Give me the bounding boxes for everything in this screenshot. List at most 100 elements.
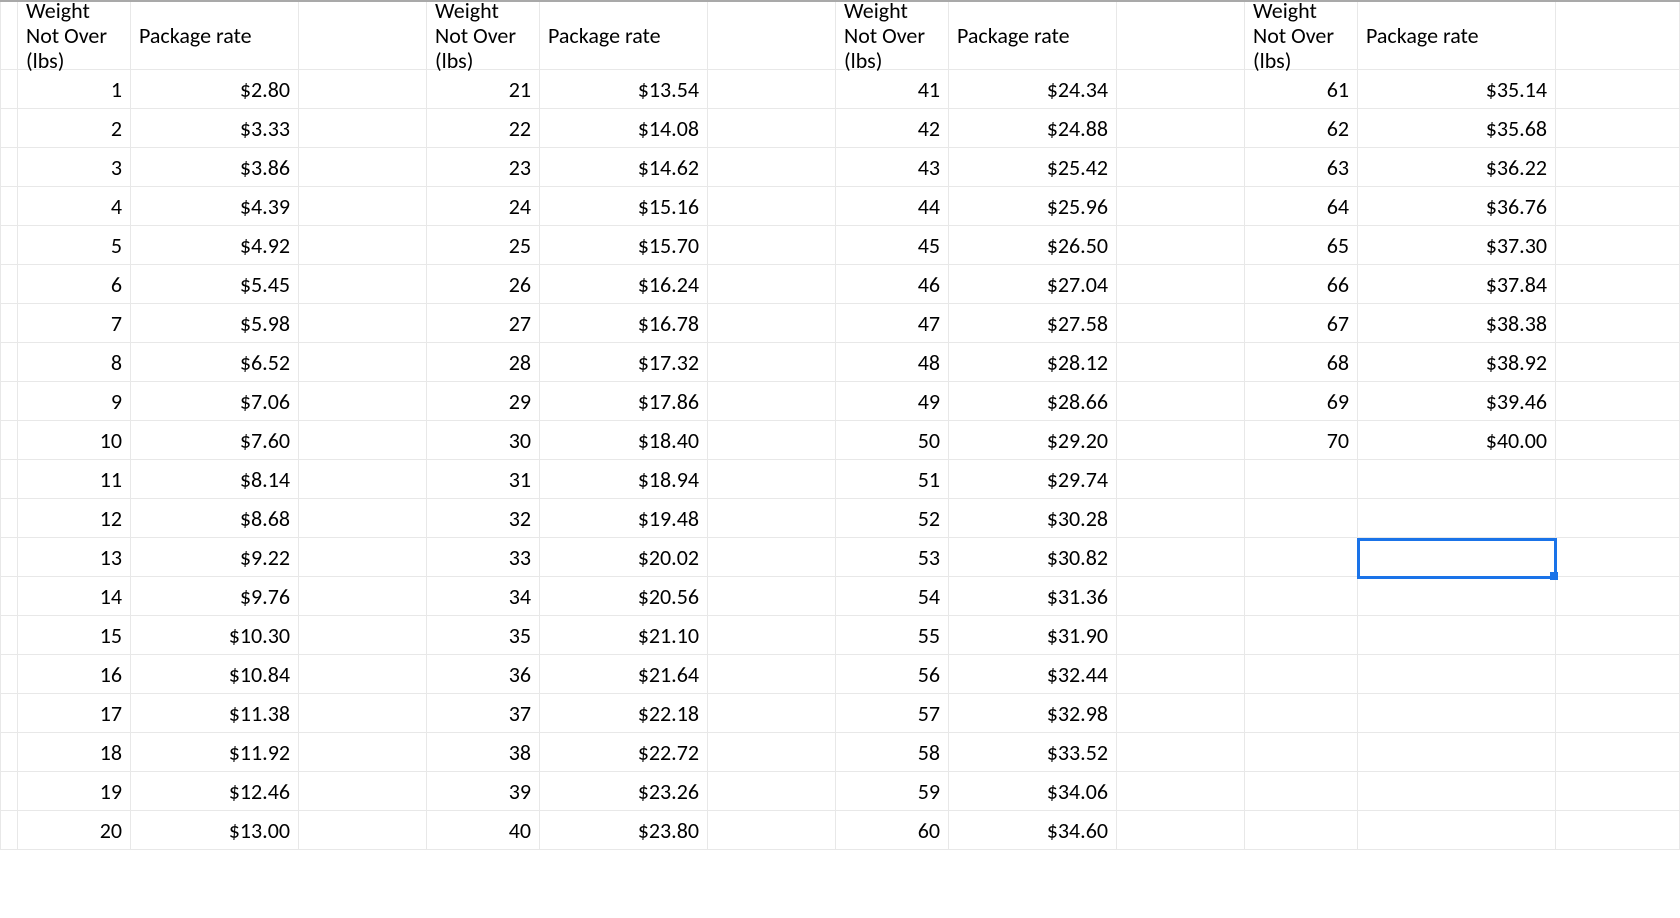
rate-cell[interactable]: $17.86 [540,382,708,421]
spacer-cell[interactable] [708,460,836,499]
spacer-cell[interactable] [299,226,427,265]
weight-cell[interactable]: 30 [427,421,540,460]
weight-cell[interactable]: 51 [836,460,949,499]
weight-cell[interactable]: 39 [427,772,540,811]
weight-cell[interactable]: 9 [18,382,131,421]
rate-cell[interactable]: $9.76 [131,577,299,616]
spacer-cell[interactable] [299,343,427,382]
rate-cell[interactable]: $20.56 [540,577,708,616]
spacer-cell[interactable] [708,733,836,772]
spacer-cell[interactable] [708,343,836,382]
weight-cell[interactable]: 50 [836,421,949,460]
rate-cell[interactable]: $16.24 [540,265,708,304]
rate-cell[interactable]: $32.44 [949,655,1117,694]
stub-cell[interactable] [0,421,18,460]
spacer-cell[interactable] [708,811,836,850]
spacer-cell[interactable] [299,733,427,772]
rate-cell[interactable] [1358,577,1556,616]
weight-cell[interactable]: 63 [1245,148,1358,187]
rate-cell[interactable]: $8.68 [131,499,299,538]
tail-cell[interactable] [1556,265,1680,304]
rate-cell[interactable]: $31.36 [949,577,1117,616]
rate-cell[interactable]: $28.12 [949,343,1117,382]
weight-cell[interactable]: 12 [18,499,131,538]
stub-cell[interactable] [0,2,18,70]
tail-cell[interactable] [1556,655,1680,694]
stub-cell[interactable] [0,265,18,304]
tail-cell[interactable] [1556,226,1680,265]
weight-cell[interactable]: 43 [836,148,949,187]
rate-cell[interactable]: $5.98 [131,304,299,343]
spacer-cell[interactable] [708,70,836,109]
tail-cell[interactable] [1556,694,1680,733]
stub-cell[interactable] [0,616,18,655]
weight-cell[interactable]: 36 [427,655,540,694]
rate-cell[interactable] [1358,460,1556,499]
spacer-cell[interactable] [299,382,427,421]
weight-cell[interactable]: 17 [18,694,131,733]
weight-cell[interactable]: 69 [1245,382,1358,421]
spacer-cell[interactable] [299,148,427,187]
col-spacer-3[interactable] [1117,2,1245,70]
weight-cell[interactable]: 27 [427,304,540,343]
rate-cell[interactable]: $32.98 [949,694,1117,733]
stub-cell[interactable] [0,538,18,577]
spacer-cell[interactable] [708,694,836,733]
tail-cell[interactable] [1556,382,1680,421]
stub-cell[interactable] [0,694,18,733]
weight-cell[interactable]: 21 [427,70,540,109]
rate-cell[interactable]: $24.34 [949,70,1117,109]
col-header-weight-4[interactable]: Weight Not Over (lbs) [1245,2,1358,70]
rate-cell[interactable] [1358,694,1556,733]
stub-cell[interactable] [0,577,18,616]
tail-cell[interactable] [1556,460,1680,499]
weight-cell[interactable]: 64 [1245,187,1358,226]
rate-cell[interactable]: $39.46 [1358,382,1556,421]
spacer-cell[interactable] [299,577,427,616]
rate-cell[interactable]: $3.33 [131,109,299,148]
weight-cell[interactable]: 14 [18,577,131,616]
weight-cell[interactable] [1245,811,1358,850]
rate-cell[interactable]: $13.00 [131,811,299,850]
rate-cell[interactable]: $25.96 [949,187,1117,226]
col-header-weight-2[interactable]: Weight Not Over (lbs) [427,2,540,70]
spacer-cell[interactable] [708,616,836,655]
spacer-cell[interactable] [1117,616,1245,655]
rate-cell[interactable]: $12.46 [131,772,299,811]
col-spacer-2[interactable] [708,2,836,70]
spacer-cell[interactable] [299,655,427,694]
weight-cell[interactable]: 67 [1245,304,1358,343]
spacer-cell[interactable] [299,187,427,226]
spacer-cell[interactable] [299,811,427,850]
spacer-cell[interactable] [708,148,836,187]
rate-cell[interactable]: $28.66 [949,382,1117,421]
weight-cell[interactable]: 40 [427,811,540,850]
weight-cell[interactable]: 58 [836,733,949,772]
weight-cell[interactable]: 13 [18,538,131,577]
weight-cell[interactable]: 47 [836,304,949,343]
spacer-cell[interactable] [708,772,836,811]
stub-cell[interactable] [0,772,18,811]
spacer-cell[interactable] [708,226,836,265]
weight-cell[interactable]: 55 [836,616,949,655]
spacer-cell[interactable] [299,109,427,148]
rate-cell[interactable]: $7.06 [131,382,299,421]
rate-cell[interactable]: $37.30 [1358,226,1556,265]
tail-cell[interactable] [1556,538,1680,577]
col-spacer-1[interactable] [299,2,427,70]
col-header-rate-2[interactable]: Package rate [540,2,708,70]
col-header-weight-3[interactable]: Weight Not Over (lbs) [836,2,949,70]
weight-cell[interactable]: 42 [836,109,949,148]
weight-cell[interactable]: 19 [18,772,131,811]
spacer-cell[interactable] [1117,694,1245,733]
rate-cell[interactable]: $38.38 [1358,304,1556,343]
rate-cell[interactable]: $14.08 [540,109,708,148]
weight-cell[interactable]: 56 [836,655,949,694]
stub-cell[interactable] [0,655,18,694]
rate-cell[interactable]: $10.30 [131,616,299,655]
rate-cell[interactable]: $36.76 [1358,187,1556,226]
weight-cell[interactable]: 35 [427,616,540,655]
weight-cell[interactable]: 49 [836,382,949,421]
stub-cell[interactable] [0,382,18,421]
spreadsheet-grid[interactable]: Weight Not Over (lbs) Package rate Weigh… [0,0,1680,850]
